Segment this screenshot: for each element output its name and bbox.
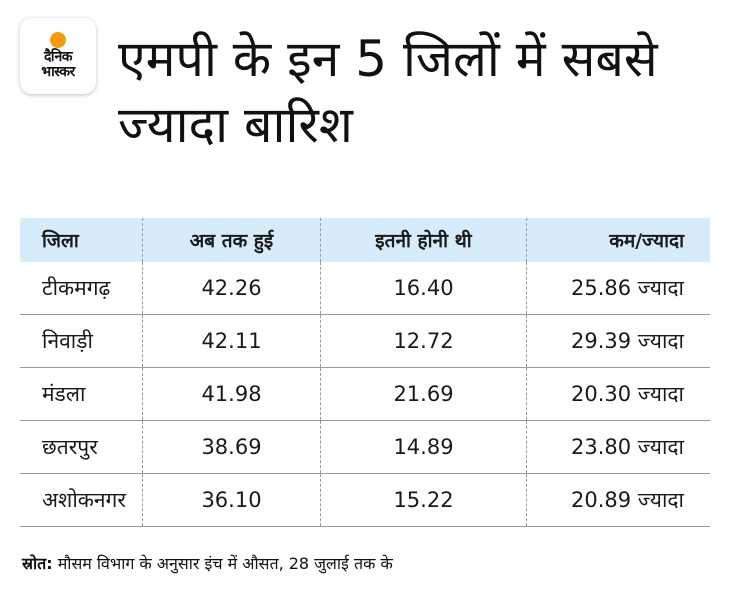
cell-district: टीकमगढ़ [42, 276, 111, 300]
cell-expected: 14.89 [320, 421, 526, 473]
source-note: स्रोत: मौसम विभाग के अनुसार इंच में औसत,… [22, 552, 393, 574]
header-difference: कम/ज्यादा [526, 218, 710, 262]
cell-received: 42.26 [142, 262, 320, 314]
table-row: अशोकनगर 36.10 15.22 20.89 ज्यादा [20, 474, 710, 527]
header-expected: इतनी होनी थी [320, 218, 526, 262]
table-header-row: जिला अब तक हुई इतनी होनी थी कम/ज्यादा [20, 218, 710, 262]
cell-expected: 15.22 [320, 474, 526, 526]
cell-received: 41.98 [142, 368, 320, 420]
table-row: मंडला 41.98 21.69 20.30 ज्यादा [20, 368, 710, 421]
cell-difference: 29.39 ज्यादा [526, 315, 710, 367]
cell-district: मंडला [42, 382, 86, 406]
cell-difference: 20.89 ज्यादा [526, 474, 710, 526]
header-received: अब तक हुई [142, 218, 320, 262]
cell-difference: 23.80 ज्यादा [526, 421, 710, 473]
logo-line-2: भास्कर [41, 64, 75, 80]
source-text: मौसम विभाग के अनुसार इंच में औसत, 28 जुल… [52, 554, 393, 573]
cell-expected: 12.72 [320, 315, 526, 367]
cell-received: 42.11 [142, 315, 320, 367]
cell-district: अशोकनगर [42, 488, 126, 512]
logo-line-1: दैनिक [43, 49, 73, 65]
source-label: स्रोत: [22, 554, 53, 573]
rainfall-table: जिला अब तक हुई इतनी होनी थी कम/ज्यादा टी… [20, 218, 710, 527]
cell-district: छतरपुर [42, 435, 98, 459]
cell-difference: 20.30 ज्यादा [526, 368, 710, 420]
table-row: टीकमगढ़ 42.26 16.40 25.86 ज्यादा [20, 262, 710, 315]
table-row: निवाड़ी 42.11 12.72 29.39 ज्यादा [20, 315, 710, 368]
page-title: एमपी के इन 5 जिलों में सबसे ज्यादा बारिश [118, 30, 658, 154]
table-row: छतरपुर 38.69 14.89 23.80 ज्यादा [20, 421, 710, 474]
dainik-bhaskar-logo: दैनिक भास्कर [20, 18, 96, 94]
cell-expected: 16.40 [320, 262, 526, 314]
header-district: जिला [42, 230, 79, 252]
cell-received: 38.69 [142, 421, 320, 473]
cell-expected: 21.69 [320, 368, 526, 420]
sun-icon [50, 32, 66, 48]
cell-received: 36.10 [142, 474, 320, 526]
cell-district: निवाड़ी [42, 329, 93, 353]
cell-difference: 25.86 ज्यादा [526, 262, 710, 314]
